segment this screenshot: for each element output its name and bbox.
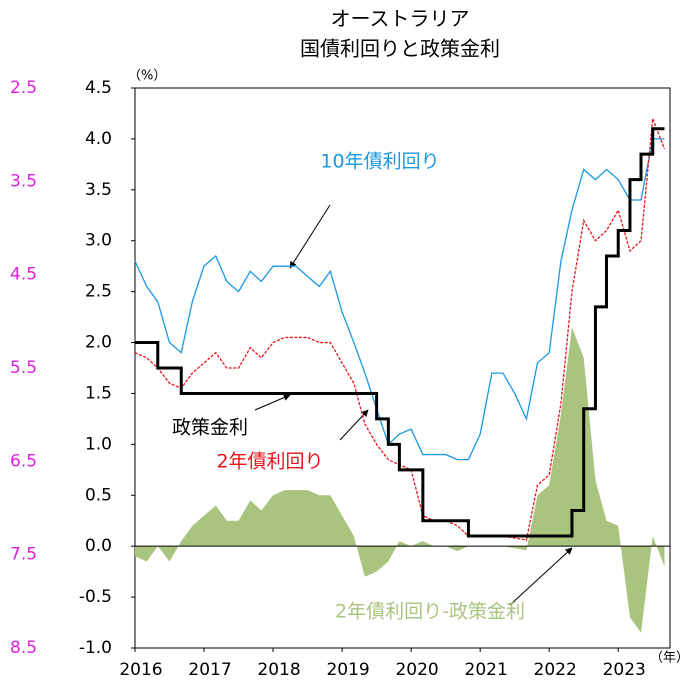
series-label: 2年債利回り-政策金利 — [335, 601, 525, 623]
y2-tick-label: 7.5 — [10, 545, 37, 565]
y2-tick-label: 3.5 — [10, 171, 37, 191]
y-tick-label: 0.5 — [85, 485, 112, 505]
y-tick-label: 2.5 — [85, 282, 112, 302]
y-tick-label: 1.5 — [85, 383, 112, 403]
x-tick-label: 2023 — [603, 660, 646, 680]
series-label: 10年債利回り — [320, 151, 439, 173]
y-tick-label: 0.0 — [85, 536, 112, 556]
x-tick-label: 2016 — [119, 660, 162, 680]
y2-tick-label: 2.5 — [10, 78, 37, 98]
arrow — [254, 394, 291, 411]
plot-frame — [134, 87, 671, 649]
y2-tick-label: 8.5 — [10, 638, 37, 658]
y-tick-label: 3.0 — [85, 231, 112, 251]
x-tick-label: 2018 — [257, 660, 300, 680]
arrow — [289, 204, 331, 269]
y-tick-label: 4.5 — [85, 78, 112, 98]
series-label: 2年債利回り — [216, 451, 323, 473]
y2-tick-label: 6.5 — [10, 451, 37, 471]
arrow — [509, 547, 573, 606]
spread-area — [135, 327, 665, 633]
chart-title: オーストラリア — [331, 7, 470, 31]
series-label: 政策金利 — [172, 417, 248, 439]
x-tick-label: 2020 — [395, 660, 438, 680]
y-tick-label: 4.0 — [85, 129, 112, 149]
y2-tick-label: 4.5 — [10, 265, 37, 285]
y-tick-label: -0.5 — [79, 587, 112, 607]
y2-tick-label: 5.5 — [10, 358, 37, 378]
x-tick-label: 2021 — [465, 660, 508, 680]
y-tick-label: 3.5 — [85, 180, 112, 200]
y-tick-label: 2.0 — [85, 333, 112, 353]
x-tick-label: 2017 — [188, 660, 231, 680]
series-line — [134, 138, 665, 461]
y-axis-label: （%） — [128, 69, 166, 84]
chart-subtitle: 国債利回りと政策金利 — [300, 37, 500, 61]
y-tick-label: 1.0 — [85, 434, 112, 454]
y-tick-label: -1.0 — [79, 638, 112, 658]
x-tick-label: 2022 — [534, 660, 577, 680]
series-line — [135, 127, 665, 538]
x-tick-label: 2019 — [326, 660, 369, 680]
x-axis-label: （年） — [650, 651, 689, 666]
arrow — [339, 409, 369, 441]
